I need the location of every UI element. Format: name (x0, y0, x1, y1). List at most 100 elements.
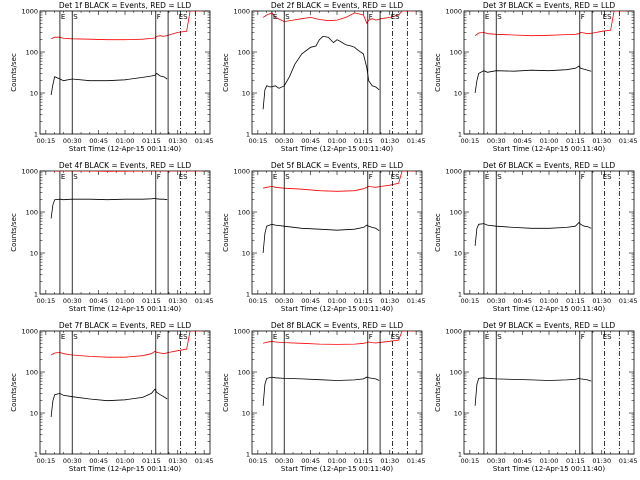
marker-f: F (157, 333, 161, 341)
marker-es: ES (603, 13, 612, 21)
series-line-events (50, 388, 168, 418)
plot-frame (251, 330, 423, 455)
panel-title: Det 8f BLACK = Events, RED = LLD (271, 321, 404, 330)
x-tick-label: 00:45 (513, 137, 532, 145)
y-tick-label: 1 (246, 291, 250, 299)
marker-e: E (61, 333, 65, 341)
x-tick-label: 00:30 (487, 297, 506, 305)
y-tick-label: 1000 (445, 168, 462, 176)
marker-es: ES (179, 333, 188, 341)
x-tick-label: 00:45 (513, 297, 532, 305)
y-tick-label: 1 (246, 131, 250, 139)
marker-f: F (369, 173, 373, 181)
marker-s: S (285, 173, 290, 181)
panel-det-5f: Det 5f BLACK = Events, RED = LLD 00:15 00:… (222, 161, 426, 313)
plot-frame (463, 330, 635, 455)
marker-es: ES (391, 333, 400, 341)
panel-det-7f: Det 7f BLACK = Events, RED = LLD 00:15 00:… (10, 321, 214, 473)
marker-e: E (61, 13, 65, 21)
x-tick-label: 01:00 (540, 297, 559, 305)
y-tick-label: 100 (26, 369, 38, 377)
series-line-lld (263, 171, 415, 192)
marker-s: S (285, 333, 290, 341)
panel-title: Det 2f BLACK = Events, RED = LLD (271, 1, 404, 10)
marker-f: F (581, 173, 585, 181)
y-tick-label: 100 (238, 209, 250, 217)
x-tick-label: 01:45 (407, 137, 426, 145)
x-tick-label: 01:00 (540, 457, 559, 465)
x-tick-label: 01:15 (566, 457, 585, 465)
y-tick-label: 1000 (233, 168, 250, 176)
marker-es: ES (391, 173, 400, 181)
x-tick-label: 00:30 (63, 297, 82, 305)
series-line-lld (50, 11, 203, 41)
x-tick-label: 00:30 (487, 137, 506, 145)
panel-title: Det 7f BLACK = Events, RED = LLD (59, 321, 192, 330)
x-tick-label: 00:30 (487, 457, 506, 465)
y-axis-label: Counts/sec (10, 53, 18, 92)
x-tick-label: 00:45 (301, 137, 320, 145)
x-tick-label: 01:45 (195, 297, 214, 305)
x-tick-label: 00:45 (301, 457, 320, 465)
marker-e: E (485, 333, 489, 341)
marker-e: E (485, 173, 489, 181)
x-tick-label: 01:00 (540, 137, 559, 145)
panel-det-4f: Det 4f BLACK = Events, RED = LLD 00:15 00:… (10, 161, 214, 313)
marker-f: F (581, 333, 585, 341)
y-tick-label: 1000 (445, 8, 462, 16)
y-axis-label: Counts/sec (222, 53, 230, 92)
y-tick-label: 1000 (21, 168, 38, 176)
panel-det-3f: Det 3f BLACK = Events, RED = LLD 00:15 00:… (434, 1, 638, 153)
x-tick-label: 01:30 (168, 457, 187, 465)
panel-title: Det 5f BLACK = Events, RED = LLD (271, 161, 404, 170)
x-tick-label: 00:30 (63, 137, 82, 145)
x-tick-label: 00:15 (36, 137, 55, 145)
marker-s: S (73, 173, 78, 181)
y-tick-label: 10 (454, 250, 462, 258)
x-axis-label: Start Time (12-Apr-15 00:11:40) (281, 465, 393, 473)
x-tick-label: 00:15 (460, 457, 479, 465)
y-tick-label: 100 (450, 369, 462, 377)
y-tick-label: 1 (34, 291, 38, 299)
series-line-events (262, 376, 380, 406)
x-tick-label: 01:15 (142, 297, 161, 305)
x-tick-label: 00:15 (248, 457, 267, 465)
marker-f: F (157, 173, 161, 181)
panel-title: Det 3f BLACK = Events, RED = LLD (483, 1, 616, 10)
y-tick-label: 100 (26, 49, 38, 57)
x-tick-label: 01:00 (116, 457, 135, 465)
y-tick-label: 1000 (233, 328, 250, 336)
marker-es: ES (179, 13, 188, 21)
series-line-lld (50, 331, 203, 358)
x-tick-label: 01:15 (142, 457, 161, 465)
y-axis-label: Counts/sec (434, 53, 442, 92)
x-axis-label: Start Time (12-Apr-15 00:11:40) (281, 145, 393, 153)
x-tick-label: 00:45 (89, 137, 108, 145)
series-line-events (262, 223, 380, 254)
x-tick-label: 01:15 (354, 457, 373, 465)
x-tick-label: 01:30 (380, 137, 399, 145)
x-tick-label: 00:30 (275, 457, 294, 465)
x-tick-label: 01:30 (168, 137, 187, 145)
y-axis-label: Counts/sec (222, 213, 230, 252)
marker-e: E (273, 13, 277, 21)
x-tick-label: 00:15 (460, 297, 479, 305)
x-tick-label: 00:45 (513, 457, 532, 465)
y-tick-label: 1000 (445, 328, 462, 336)
y-axis-label: Counts/sec (10, 373, 18, 412)
marker-s: S (497, 173, 502, 181)
x-tick-label: 01:30 (168, 297, 187, 305)
y-tick-label: 10 (30, 90, 38, 98)
x-tick-label: 01:15 (566, 137, 585, 145)
y-tick-label: 100 (238, 369, 250, 377)
series-line-events (262, 35, 380, 110)
plot-frame (39, 10, 211, 135)
x-axis-label: Start Time (12-Apr-15 00:11:40) (281, 305, 393, 313)
plot-frame (251, 170, 423, 295)
x-tick-label: 01:45 (407, 457, 426, 465)
y-tick-label: 10 (242, 410, 250, 418)
y-tick-label: 1 (34, 451, 38, 459)
x-tick-label: 01:45 (195, 457, 214, 465)
y-tick-label: 10 (454, 90, 462, 98)
